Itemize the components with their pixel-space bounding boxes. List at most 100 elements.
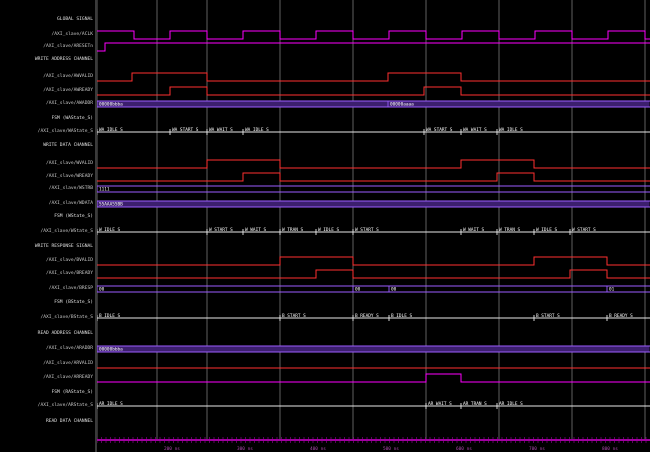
wdata-fill — [97, 201, 650, 207]
signal-name-pane: GLOBAL SIGNAL/AXI_slave/ACLK/AXI_slave/A… — [0, 0, 95, 452]
bresp-value: 01 — [609, 287, 615, 293]
bresp-segment — [606, 285, 650, 293]
wastate-segment — [496, 129, 650, 135]
wstate-segment — [496, 229, 534, 235]
wstate-segment — [315, 229, 353, 235]
awready-wave — [97, 86, 650, 96]
bstate-value: B_READY_S — [609, 313, 633, 319]
awaddr-value: 00000bbba — [99, 102, 123, 108]
signal-name[interactable]: /AXI_slave/BRESP — [48, 286, 93, 291]
bstate-value: B_START_S — [536, 313, 560, 319]
wastate-value: WA_START_S — [426, 127, 453, 133]
awaddr-segment — [387, 100, 650, 108]
wdata-value: 55AAA55BB — [99, 202, 123, 208]
wstate-value: W_TRAN_S — [282, 227, 304, 233]
signal-group-header[interactable]: READ ADDRESS CHANNEL — [37, 331, 93, 336]
waveform-canvas[interactable]: 00000bbba 00000aaaa WA_IDLE_S WA_START_S WA_… — [97, 0, 650, 452]
signal-name[interactable]: /AXI_slave/AWVALID — [43, 74, 93, 79]
signal-group-header[interactable]: READ DATA CHANNEL — [45, 419, 93, 424]
wstate-value: W_IDLE_S — [99, 227, 121, 233]
araddr-segment — [97, 345, 650, 353]
signal-group-header[interactable]: FSM (BState_S) — [54, 300, 93, 305]
bresp-value: 00 — [99, 287, 105, 293]
arstate-value: AR_TRAN_S — [463, 401, 487, 407]
signal-name[interactable]: /AXI_slave/WREADY — [45, 174, 93, 179]
signal-name[interactable]: /AXI_slave/ARESETn — [43, 44, 93, 49]
signal-name[interactable]: /AXI_slave/WAState_S — [37, 129, 93, 134]
bresp-value: 00 — [391, 287, 397, 293]
awvalid-wave — [97, 72, 650, 82]
signal-name[interactable]: /AXI_slave/AWADDR — [45, 101, 93, 106]
aresetn-wave — [97, 42, 650, 52]
arstate-value: AR_WAIT_S — [428, 401, 452, 407]
arready-wave — [97, 373, 650, 383]
signal-name[interactable]: /AXI_slave/WVALID — [45, 161, 93, 166]
signal-name[interactable]: /AXI_slave/AWREADY — [43, 88, 93, 93]
signal-name[interactable]: /AXI_slave/ARVALID — [43, 361, 93, 366]
bstate-value: B_READY_S — [355, 313, 379, 319]
signal-group-header[interactable]: FSM (WAState_S) — [51, 116, 94, 121]
wstate-value: W_START_S — [355, 227, 379, 233]
waveform-pane[interactable]: 00000bbba 00000aaaa WA_IDLE_S WA_START_S WA_… — [97, 0, 650, 452]
bstate-segment — [606, 315, 650, 321]
signal-name[interactable]: /AXI_slave/BREADY — [45, 271, 93, 276]
wstate-segment — [352, 229, 461, 235]
bresp-segment — [352, 285, 389, 293]
arstate-segment — [460, 403, 497, 409]
signal-group-header[interactable]: FSM (RAState_S) — [51, 390, 94, 395]
wready-wave — [97, 172, 650, 182]
timeline-label: 500 ns — [383, 446, 399, 452]
bstate-segment — [352, 315, 389, 321]
bvalid-wave — [97, 256, 650, 266]
signal-group-header[interactable]: WRITE ADDRESS CHANNEL — [34, 57, 93, 62]
wstate-value: W_IDLE_S — [318, 227, 340, 233]
wstate-value: W_WAIT_S — [245, 227, 267, 233]
timeline-label: 300 ns — [237, 446, 253, 452]
signal-name[interactable]: /AXI_slave/ACLK — [51, 32, 94, 37]
bready-wave — [97, 269, 650, 279]
awaddr-segment — [97, 100, 388, 108]
bstate-segment — [279, 315, 353, 321]
wstrb-value: 1111 — [99, 187, 110, 193]
signal-name[interactable]: /AXI_slave/WSTRB — [48, 186, 93, 191]
wstate-segment — [97, 229, 207, 235]
wastate-segment — [242, 129, 424, 135]
signal-group-header[interactable]: FSM (WState_S) — [54, 214, 93, 219]
signal-name[interactable]: /AXI_slave/ARREADY — [43, 375, 93, 380]
signal-group-header[interactable]: GLOBAL SIGNAL — [57, 17, 93, 22]
wastate-value: WA_IDLE_S — [499, 127, 523, 133]
bresp-value: 00 — [355, 287, 361, 293]
bstate-segment — [97, 315, 280, 321]
aclk-wave — [97, 30, 650, 40]
wstate-segment — [206, 229, 243, 235]
arstate-value: AR_IDLE_S — [99, 401, 123, 407]
awaddr-value: 00000aaaa — [390, 102, 414, 108]
bresp-segment — [97, 285, 353, 293]
signal-name[interactable]: /AXI_slave/WState_S — [40, 229, 93, 234]
signal-group-header[interactable]: WRITE DATA CHANNEL — [43, 143, 93, 148]
timeline-label: 400 ns — [310, 446, 326, 452]
signal-group-header[interactable]: WRITE RESPONSE SIGNAL — [34, 244, 93, 249]
wstate-segment — [460, 229, 497, 235]
awaddr-fill — [97, 101, 388, 107]
timeline-label: 200 ns — [164, 446, 180, 452]
arstate-segment — [425, 403, 461, 409]
arstate-segment — [97, 403, 426, 409]
timeline-label: 600 ns — [456, 446, 472, 452]
signal-name[interactable]: /AXI_slave/ARState_S — [37, 403, 93, 408]
wastate-segment — [206, 129, 243, 135]
timeline-label: 800 ns — [602, 446, 618, 452]
araddr-fill — [97, 346, 650, 352]
signal-name[interactable]: /AXI_slave/BVALID — [45, 258, 93, 263]
signal-name[interactable]: /AXI_slave/ARADDR — [45, 346, 93, 351]
signal-name[interactable]: /AXI_slave/WDATA — [48, 201, 93, 206]
wstate-segment — [533, 229, 570, 235]
wastate-value: WA_START_S — [172, 127, 199, 133]
arstate-segment — [496, 403, 650, 409]
wastate-value: WA_IDLE_S — [99, 127, 123, 133]
timeline-label: 700 ns — [529, 446, 545, 452]
pane-divider[interactable] — [95, 0, 97, 452]
signal-name[interactable]: /AXI_slave/BState_S — [40, 315, 93, 320]
bresp-segment — [388, 285, 607, 293]
